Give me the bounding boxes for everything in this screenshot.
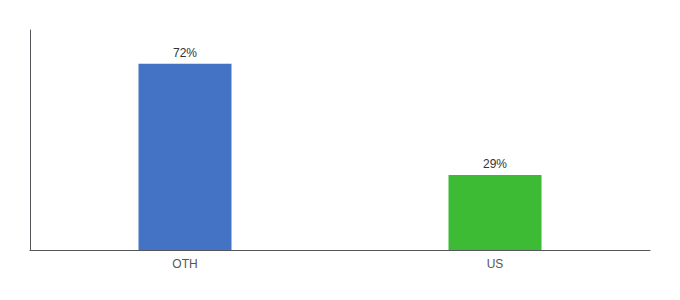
svg-text:US: US	[487, 257, 504, 271]
svg-text:29%: 29%	[483, 157, 507, 171]
svg-text:OTH: OTH	[172, 257, 197, 271]
svg-text:72%: 72%	[173, 46, 197, 60]
